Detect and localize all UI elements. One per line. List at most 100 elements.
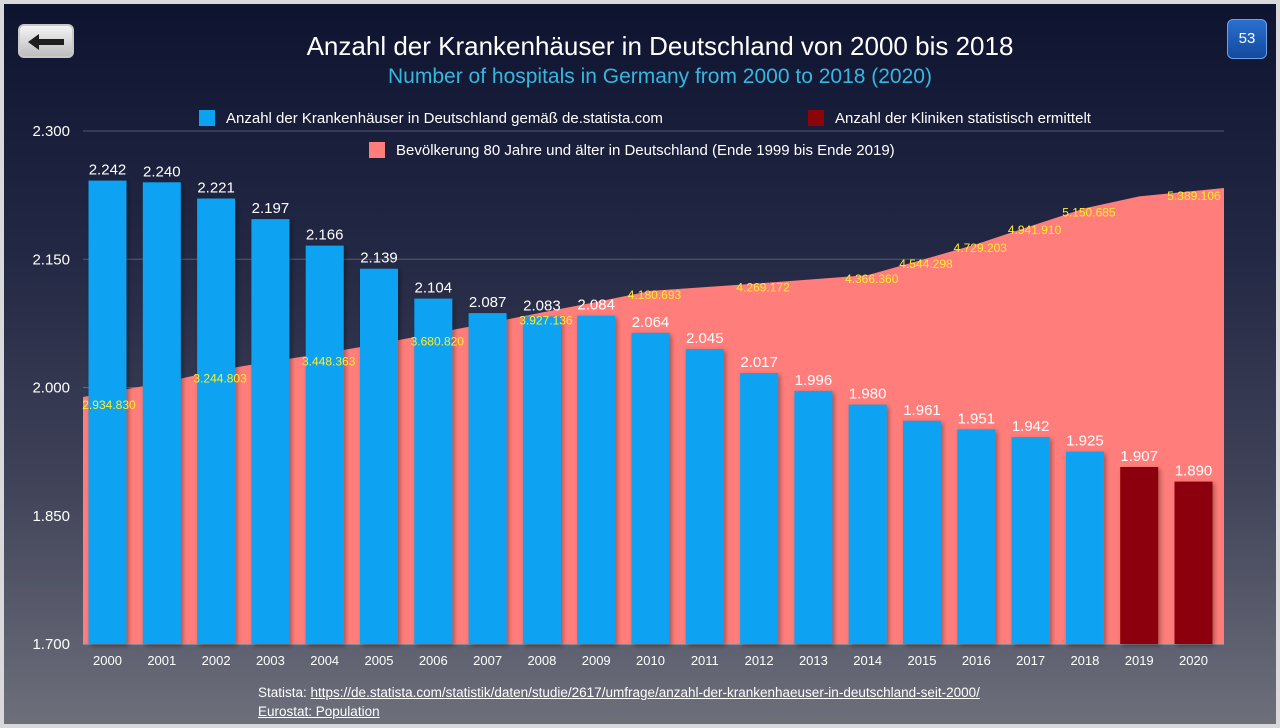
- bar-value-label: 2.104: [415, 280, 453, 297]
- chart-subtitle: Number of hospitals in Germany from 2000…: [388, 65, 932, 88]
- source-note: Statista: https://de.statista.com/statis…: [258, 683, 980, 721]
- bar-estimated: [1120, 467, 1159, 644]
- bar-statista: [197, 198, 236, 644]
- population-value-label: 5.150.685: [1062, 205, 1116, 219]
- chart-title: Anzahl der Krankenhäuser in Deutschland …: [306, 31, 1014, 61]
- bar-value-label: 2.242: [89, 162, 127, 179]
- population-value-label: 4.544.298: [899, 257, 953, 271]
- bar-value-label: 1.890: [1175, 463, 1213, 480]
- bar-value-label: 2.221: [197, 180, 235, 197]
- bar-value-label: 1.942: [1012, 418, 1050, 435]
- bar-statista: [522, 316, 561, 644]
- population-value-label: 3.244.803: [193, 372, 247, 386]
- y-tick-label: 2.000: [32, 380, 70, 397]
- population-value-label: 3.680.820: [411, 335, 465, 349]
- bar-statista: [88, 180, 127, 644]
- bar-value-label: 2.045: [686, 330, 724, 347]
- bar-value-label: 2.084: [577, 297, 615, 314]
- bar-statista: [794, 390, 833, 644]
- x-tick-label: 2001: [147, 653, 176, 668]
- x-tick-label: 2000: [93, 653, 122, 668]
- x-tick-label: 2019: [1125, 653, 1154, 668]
- x-tick-label: 2003: [256, 653, 285, 668]
- bar-statista: [957, 429, 996, 644]
- x-tick-label: 2013: [799, 653, 828, 668]
- population-value-label: 5.389.106: [1167, 189, 1221, 203]
- x-tick-label: 2016: [962, 653, 991, 668]
- x-tick-label: 2012: [745, 653, 774, 668]
- y-tick-label: 1.850: [32, 508, 70, 525]
- y-tick-label: 2.150: [32, 251, 70, 268]
- x-tick-label: 2011: [691, 653, 719, 668]
- bar-value-label: 1.996: [795, 372, 833, 389]
- bar-statista: [1065, 451, 1104, 644]
- bar-statista: [740, 373, 779, 644]
- bar-statista: [360, 268, 398, 644]
- population-value-label: 4.366.360: [845, 272, 899, 286]
- legend-swatch-population: [369, 142, 385, 158]
- slide: 53 Anzahl der Krankenhäuser in Deutschla…: [4, 4, 1276, 724]
- back-button[interactable]: [18, 24, 74, 58]
- x-tick-label: 2015: [908, 653, 937, 668]
- source-link[interactable]: https://de.statista.com/statistik/daten/…: [310, 685, 980, 700]
- population-value-label: 4.941.910: [1008, 223, 1062, 237]
- x-tick-label: 2018: [1070, 653, 1099, 668]
- bar-statista: [414, 298, 453, 644]
- arrow-left-icon: [28, 34, 64, 50]
- data-labels: 2.242 2.240 2.221 2.197 2.166 2.139 2.104 2.087…: [82, 162, 1221, 480]
- bar-value-label: 2.017: [740, 354, 778, 371]
- bar-statista: [468, 313, 507, 644]
- population-value-label: 3.927.136: [519, 314, 573, 328]
- bar-value-label: 2.064: [632, 314, 670, 331]
- bar-value-label: 1.951: [958, 410, 996, 427]
- x-tick-label: 2014: [853, 653, 882, 668]
- bar-value-label: 1.925: [1066, 433, 1104, 450]
- bar-statista: [251, 219, 290, 644]
- x-tick-label: 2008: [527, 653, 556, 668]
- population-value-label: 4.180.693: [628, 288, 682, 302]
- bars: [88, 180, 1213, 645]
- population-value-label: 4.269.172: [736, 280, 790, 294]
- axes: 1.700 1.850 2.000 2.150 2.300 2000 2001 2002 200…: [32, 123, 1208, 668]
- bar-value-label: 2.166: [306, 227, 344, 244]
- bar-statista: [903, 420, 941, 644]
- population-value-label: 4.729.203: [954, 241, 1008, 255]
- source-prefix: Statista:: [258, 685, 311, 700]
- bar-statista: [142, 182, 181, 645]
- legend: Anzahl der Krankenhäuser in Deutschland …: [199, 110, 1092, 159]
- bar-statista: [685, 349, 724, 644]
- bar-value-label: 2.087: [469, 294, 507, 311]
- x-tick-label: 2010: [636, 653, 665, 668]
- bar-statista: [305, 245, 344, 644]
- x-tick-label: 2002: [202, 653, 231, 668]
- bar-statista: [577, 315, 616, 644]
- bar-value-label: 2.197: [252, 200, 290, 217]
- legend-label-estimated: Anzahl der Kliniken statistisch ermittel…: [835, 110, 1092, 127]
- bar-value-label: 1.961: [903, 402, 941, 419]
- population-value-label: 2.934.830: [82, 398, 136, 412]
- source-line-eurostat: Eurostat: Population: [258, 704, 380, 719]
- legend-label-population: Bevölkerung 80 Jahre und älter in Deutsc…: [396, 142, 895, 159]
- bar-statista: [1011, 437, 1050, 644]
- y-tick-label: 1.700: [32, 636, 70, 653]
- legend-swatch-statista: [199, 110, 215, 126]
- x-tick-label: 2009: [582, 653, 611, 668]
- bar-estimated: [1174, 481, 1213, 644]
- bar-value-label: 2.083: [523, 298, 561, 315]
- bar-value-label: 1.907: [1120, 448, 1158, 465]
- bar-value-label: 2.139: [360, 250, 398, 267]
- x-tick-label: 2006: [419, 653, 448, 668]
- bar-value-label: 2.240: [143, 163, 181, 180]
- x-tick-label: 2004: [310, 653, 339, 668]
- x-tick-label: 2020: [1179, 653, 1208, 668]
- x-tick-label: 2007: [473, 653, 502, 668]
- legend-swatch-estimated: [808, 110, 824, 126]
- x-tick-label: 2017: [1016, 653, 1045, 668]
- bar-statista: [848, 404, 887, 644]
- legend-label-statista: Anzahl der Krankenhäuser in Deutschland …: [226, 110, 663, 127]
- hospital-chart: 2.242 2.240 2.221 2.197 2.166 2.139 2.104 2.087…: [32, 110, 1224, 668]
- population-value-label: 3.448.363: [302, 354, 356, 368]
- x-tick-label: 2005: [365, 653, 394, 668]
- page-number-badge: 53: [1227, 19, 1267, 59]
- y-tick-label: 2.300: [32, 123, 70, 140]
